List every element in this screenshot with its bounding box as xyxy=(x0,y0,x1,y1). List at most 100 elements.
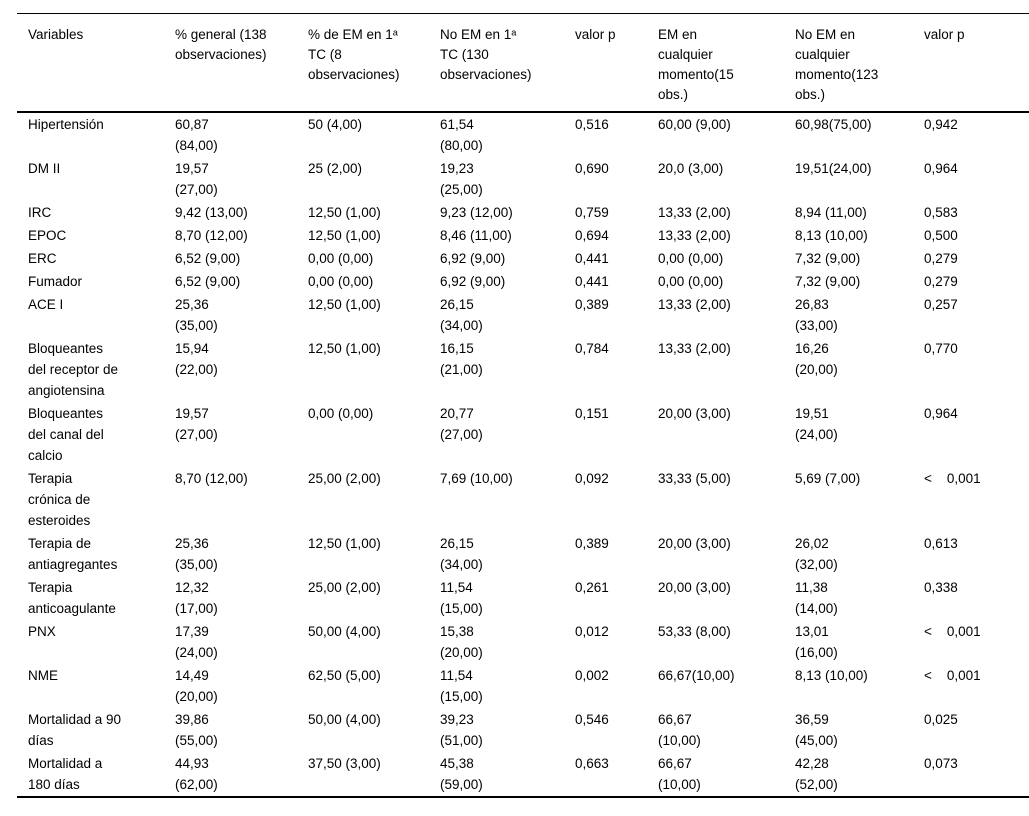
value-cell: 19,57 (27,00) xyxy=(175,406,218,442)
value-cell: 50 (4,00) xyxy=(308,117,363,132)
column-header: Variables xyxy=(28,27,84,42)
value-cell: 45,38 (59,00) xyxy=(440,756,483,792)
value-cell: 62,50 (5,00) xyxy=(308,668,381,683)
value-cell: 39,86 (55,00) xyxy=(175,712,218,748)
table-row: DM II 19,57 (27,00) 25 (2,00) 19,23 (25,00)… xyxy=(17,157,1029,201)
value-cell: 0,338 xyxy=(924,580,958,595)
value-cell: < 0,001 xyxy=(924,624,981,639)
value-cell: 12,50 (1,00) xyxy=(308,205,381,220)
value-cell: 5,69 (7,00) xyxy=(795,471,861,486)
value-cell: 0,690 xyxy=(575,161,609,176)
value-cell: 66,67 (10,00) xyxy=(658,712,701,748)
variable-cell: ERC xyxy=(28,251,57,266)
value-cell: 0,516 xyxy=(575,117,609,132)
variable-cell: Mortalidad a 180 días xyxy=(28,756,103,792)
value-cell: 12,50 (1,00) xyxy=(308,341,381,356)
value-cell: 13,33 (2,00) xyxy=(658,341,731,356)
table-row: Mortalidad a 180 días 44,93 (62,00) 37,50 … xyxy=(17,752,1029,797)
value-cell: 20,00 (3,00) xyxy=(658,536,731,551)
table-row: Fumador 6,52 (9,00) 0,00 (0,00) 6,92 (9,00)… xyxy=(17,270,1029,293)
value-cell: 37,50 (3,00) xyxy=(308,756,381,771)
value-cell: 11,54 (15,00) xyxy=(440,668,483,704)
value-cell: 6,92 (9,00) xyxy=(440,274,506,289)
value-cell: 13,33 (2,00) xyxy=(658,297,731,312)
value-cell: 0,151 xyxy=(575,406,609,421)
value-cell: 6,92 (9,00) xyxy=(440,251,506,266)
value-cell: 50,00 (4,00) xyxy=(308,624,381,639)
value-cell: 0,694 xyxy=(575,228,609,243)
value-cell: 26,15 (34,00) xyxy=(440,297,483,333)
value-cell: 16,26 (20,00) xyxy=(795,341,838,377)
value-cell: 8,13 (10,00) xyxy=(795,228,868,243)
value-cell: 17,39 (24,00) xyxy=(175,624,218,660)
value-cell: 39,23 (51,00) xyxy=(440,712,483,748)
variable-cell: DM II xyxy=(28,161,61,176)
value-cell: 0,389 xyxy=(575,536,609,551)
value-cell: 50,00 (4,00) xyxy=(308,712,381,727)
column-header: % general (138 observaciones) xyxy=(175,27,267,62)
value-cell: 19,51(24,00) xyxy=(795,161,872,176)
table-row: Terapia de antiagregantes 25,36 (35,00) 12… xyxy=(17,532,1029,576)
value-cell: 33,33 (5,00) xyxy=(658,471,731,486)
value-cell: 0,784 xyxy=(575,341,609,356)
variable-cell: Hipertensión xyxy=(28,117,104,132)
variable-cell: Bloqueantes del receptor de angiotensina xyxy=(28,341,119,398)
value-cell: 11,38 (14,00) xyxy=(795,580,838,616)
table-row: Bloqueantes del canal del calcio 19,57 (2… xyxy=(17,402,1029,467)
variable-cell: Bloqueantes del canal del calcio xyxy=(28,406,104,463)
variable-cell: Terapia anticoagulante xyxy=(28,580,116,616)
table-row: ACE I 25,36 (35,00) 12,50 (1,00) 26,15 (34,… xyxy=(17,293,1029,337)
value-cell: 13,33 (2,00) xyxy=(658,205,731,220)
value-cell: 0,583 xyxy=(924,205,958,220)
value-cell: 8,70 (12,00) xyxy=(175,471,248,486)
value-cell: 12,50 (1,00) xyxy=(308,536,381,551)
table-row: Terapia crónica de esteroides 8,70 (12,00… xyxy=(17,467,1029,532)
value-cell: 20,0 (3,00) xyxy=(658,161,724,176)
value-cell: 7,69 (10,00) xyxy=(440,471,513,486)
value-cell: < 0,001 xyxy=(924,471,981,486)
value-cell: 0,770 xyxy=(924,341,958,356)
table-row: PNX 17,39 (24,00) 50,00 (4,00) 15,38 (20,00… xyxy=(17,620,1029,664)
value-cell: 12,50 (1,00) xyxy=(308,297,381,312)
value-cell: 44,93 (62,00) xyxy=(175,756,218,792)
value-cell: 16,15 (21,00) xyxy=(440,341,483,377)
value-cell: < 0,001 xyxy=(924,668,981,683)
variable-cell: Fumador xyxy=(28,274,83,289)
value-cell: 19,51 (24,00) xyxy=(795,406,838,442)
header-row: Variables % general (138 observaciones) % … xyxy=(17,14,1029,112)
value-cell: 15,94 (22,00) xyxy=(175,341,218,377)
value-cell: 0,500 xyxy=(924,228,958,243)
value-cell: 0,279 xyxy=(924,274,958,289)
value-cell: 26,02 (32,00) xyxy=(795,536,838,572)
value-cell: 20,00 (3,00) xyxy=(658,406,731,421)
column-header: No EM en cualquier momento(123 obs.) xyxy=(795,27,879,102)
value-cell: 7,32 (9,00) xyxy=(795,274,861,289)
column-header: % de EM en 1ᵃ TC (8 observaciones) xyxy=(308,27,400,82)
value-cell: 53,33 (8,00) xyxy=(658,624,731,639)
value-cell: 60,87 (84,00) xyxy=(175,117,218,153)
value-cell: 66,67 (10,00) xyxy=(658,756,701,792)
value-cell: 25 (2,00) xyxy=(308,161,363,176)
column-header: valor p xyxy=(575,27,616,42)
value-cell: 8,46 (11,00) xyxy=(440,228,512,243)
value-cell: 20,00 (3,00) xyxy=(658,580,731,595)
value-cell: 14,49 (20,00) xyxy=(175,668,218,704)
value-cell: 0,012 xyxy=(575,624,609,639)
table-row: NME 14,49 (20,00) 62,50 (5,00) 11,54 (15,00… xyxy=(17,664,1029,708)
value-cell: 19,57 (27,00) xyxy=(175,161,218,197)
value-cell: 60,00 (9,00) xyxy=(658,117,731,132)
value-cell: 42,28 (52,00) xyxy=(795,756,838,792)
variable-cell: NME xyxy=(28,668,58,683)
value-cell: 0,00 (0,00) xyxy=(308,251,374,266)
table-row: Hipertensión 60,87 (84,00) 50 (4,00) 61,54 … xyxy=(17,112,1029,157)
value-cell: 0,00 (0,00) xyxy=(308,406,374,421)
value-cell: 60,98(75,00) xyxy=(795,117,872,132)
value-cell: 25,36 (35,00) xyxy=(175,536,218,572)
value-cell: 0,964 xyxy=(924,406,958,421)
table-row: ERC 6,52 (9,00) 0,00 (0,00) 6,92 (9,00) 0,44… xyxy=(17,247,1029,270)
value-cell: 0,942 xyxy=(924,117,958,132)
value-cell: 0,00 (0,00) xyxy=(658,251,724,266)
value-cell: 0,257 xyxy=(924,297,958,312)
variable-cell: EPOC xyxy=(28,228,67,243)
value-cell: 0,663 xyxy=(575,756,609,771)
